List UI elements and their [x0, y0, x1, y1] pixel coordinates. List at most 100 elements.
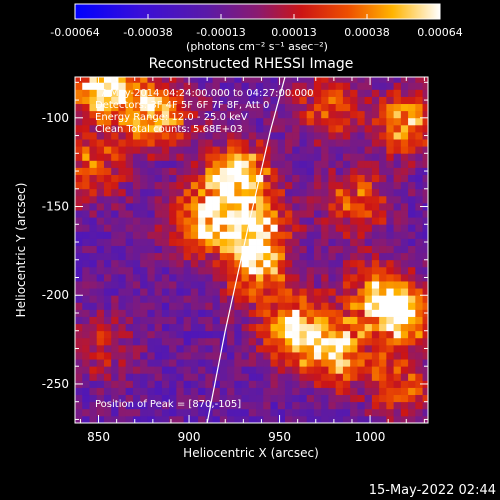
- heatmap-cell: [313, 323, 322, 332]
- heatmap-cell: [227, 344, 235, 353]
- heatmap-cell: [371, 359, 380, 367]
- heatmap-cell: [125, 366, 134, 374]
- heatmap-cell: [198, 195, 206, 204]
- heatmap-cell: [284, 288, 293, 296]
- heatmap-cell: [154, 337, 163, 346]
- heatmap-cell: [212, 153, 221, 161]
- heatmap-cell: [140, 366, 148, 374]
- heatmap-cell: [212, 337, 221, 346]
- heatmap-cell: [256, 146, 264, 154]
- heatmap-cell: [154, 181, 163, 190]
- heatmap-cell: [393, 373, 402, 381]
- heatmap-cell: [335, 380, 344, 388]
- heatmap-cell: [227, 352, 235, 360]
- heatmap-cell: [147, 337, 156, 346]
- heatmap-cell: [277, 359, 286, 367]
- heatmap-cell: [321, 132, 329, 140]
- heatmap-cell: [140, 132, 148, 140]
- heatmap-cell: [379, 139, 387, 147]
- heatmap-cell: [103, 273, 112, 282]
- heatmap-cell: [350, 273, 358, 282]
- heatmap-cell: [342, 146, 351, 154]
- heatmap-cell: [408, 89, 416, 97]
- heatmap-cell: [183, 77, 192, 83]
- heatmap-cell: [190, 380, 199, 388]
- heatmap-cell: [154, 245, 163, 254]
- heatmap-cell: [198, 323, 206, 332]
- heatmap-cell: [335, 167, 344, 175]
- heatmap-cell: [219, 188, 228, 197]
- heatmap-cell: [190, 352, 199, 360]
- heatmap-cell: [408, 273, 416, 282]
- heatmap-cell: [371, 217, 380, 225]
- heatmap-cell: [270, 167, 279, 175]
- heatmap-cell: [270, 238, 279, 246]
- heatmap-cell: [118, 344, 127, 353]
- heatmap-cell: [227, 337, 235, 346]
- heatmap-cell: [256, 259, 264, 268]
- heatmap-cell: [277, 89, 286, 97]
- heatmap-cell: [379, 401, 387, 410]
- heatmap-cell: [248, 359, 257, 367]
- heatmap-cell: [371, 352, 380, 360]
- heatmap-cell: [118, 77, 127, 83]
- heatmap-cell: [198, 337, 206, 346]
- heatmap-cell: [147, 380, 156, 388]
- heatmap-cell: [256, 96, 264, 105]
- heatmap-cell: [299, 337, 308, 346]
- heatmap-cell: [205, 82, 213, 90]
- heatmap-cell: [118, 231, 127, 239]
- heatmap-cell: [241, 153, 250, 161]
- heatmap-cell: [89, 132, 98, 140]
- heatmap-cell: [364, 217, 373, 225]
- heatmap-cell: [371, 366, 380, 374]
- heatmap-cell: [96, 160, 105, 168]
- heatmap-cell: [154, 408, 163, 417]
- heatmap-cell: [111, 117, 119, 126]
- heatmap-cell: [103, 146, 112, 154]
- heatmap-cell: [241, 415, 250, 423]
- heatmap-cell: [415, 124, 423, 133]
- heatmap-cell: [212, 195, 221, 204]
- heatmap-cell: [234, 139, 242, 147]
- heatmap-cell: [313, 337, 322, 346]
- heatmap-cell: [350, 146, 358, 154]
- heatmap-cell: [335, 146, 344, 154]
- heatmap-cell: [161, 252, 170, 261]
- heatmap-cell: [103, 132, 112, 140]
- heatmap-cell: [140, 337, 148, 346]
- heatmap-cell: [408, 316, 416, 325]
- heatmap-cell: [342, 181, 351, 190]
- heatmap-cell: [364, 415, 373, 423]
- heatmap-cell: [154, 387, 163, 396]
- heatmap-cell: [342, 380, 351, 388]
- heatmap-cell: [96, 146, 105, 154]
- heatmap-cell: [198, 408, 206, 417]
- heatmap-cell: [212, 117, 221, 126]
- heatmap-cell: [357, 344, 366, 353]
- heatmap-cell: [328, 281, 337, 289]
- heatmap-cell: [132, 344, 141, 353]
- heatmap-cell: [306, 188, 315, 197]
- heatmap-cell: [415, 344, 423, 353]
- heatmap-cell: [248, 352, 257, 360]
- heatmap-cell: [292, 252, 300, 261]
- heatmap-cell: [154, 146, 163, 154]
- heatmap-cell: [198, 330, 206, 339]
- heatmap-cell: [198, 302, 206, 310]
- heatmap-cell: [227, 408, 235, 417]
- heatmap-cell: [118, 174, 127, 183]
- heatmap-cell: [205, 132, 213, 140]
- heatmap-cell: [125, 202, 134, 211]
- heatmap-cell: [277, 82, 286, 90]
- heatmap-cell: [227, 117, 235, 126]
- heatmap-cell: [263, 295, 271, 303]
- heatmap-cell: [415, 394, 423, 403]
- heatmap-cell: [154, 302, 163, 310]
- heatmap-cell: [75, 337, 83, 346]
- heatmap-cell: [248, 366, 257, 374]
- heatmap-cell: [292, 174, 300, 183]
- heatmap-cell: [415, 167, 423, 175]
- heatmap-cell: [400, 139, 409, 147]
- heatmap-cell: [386, 387, 394, 396]
